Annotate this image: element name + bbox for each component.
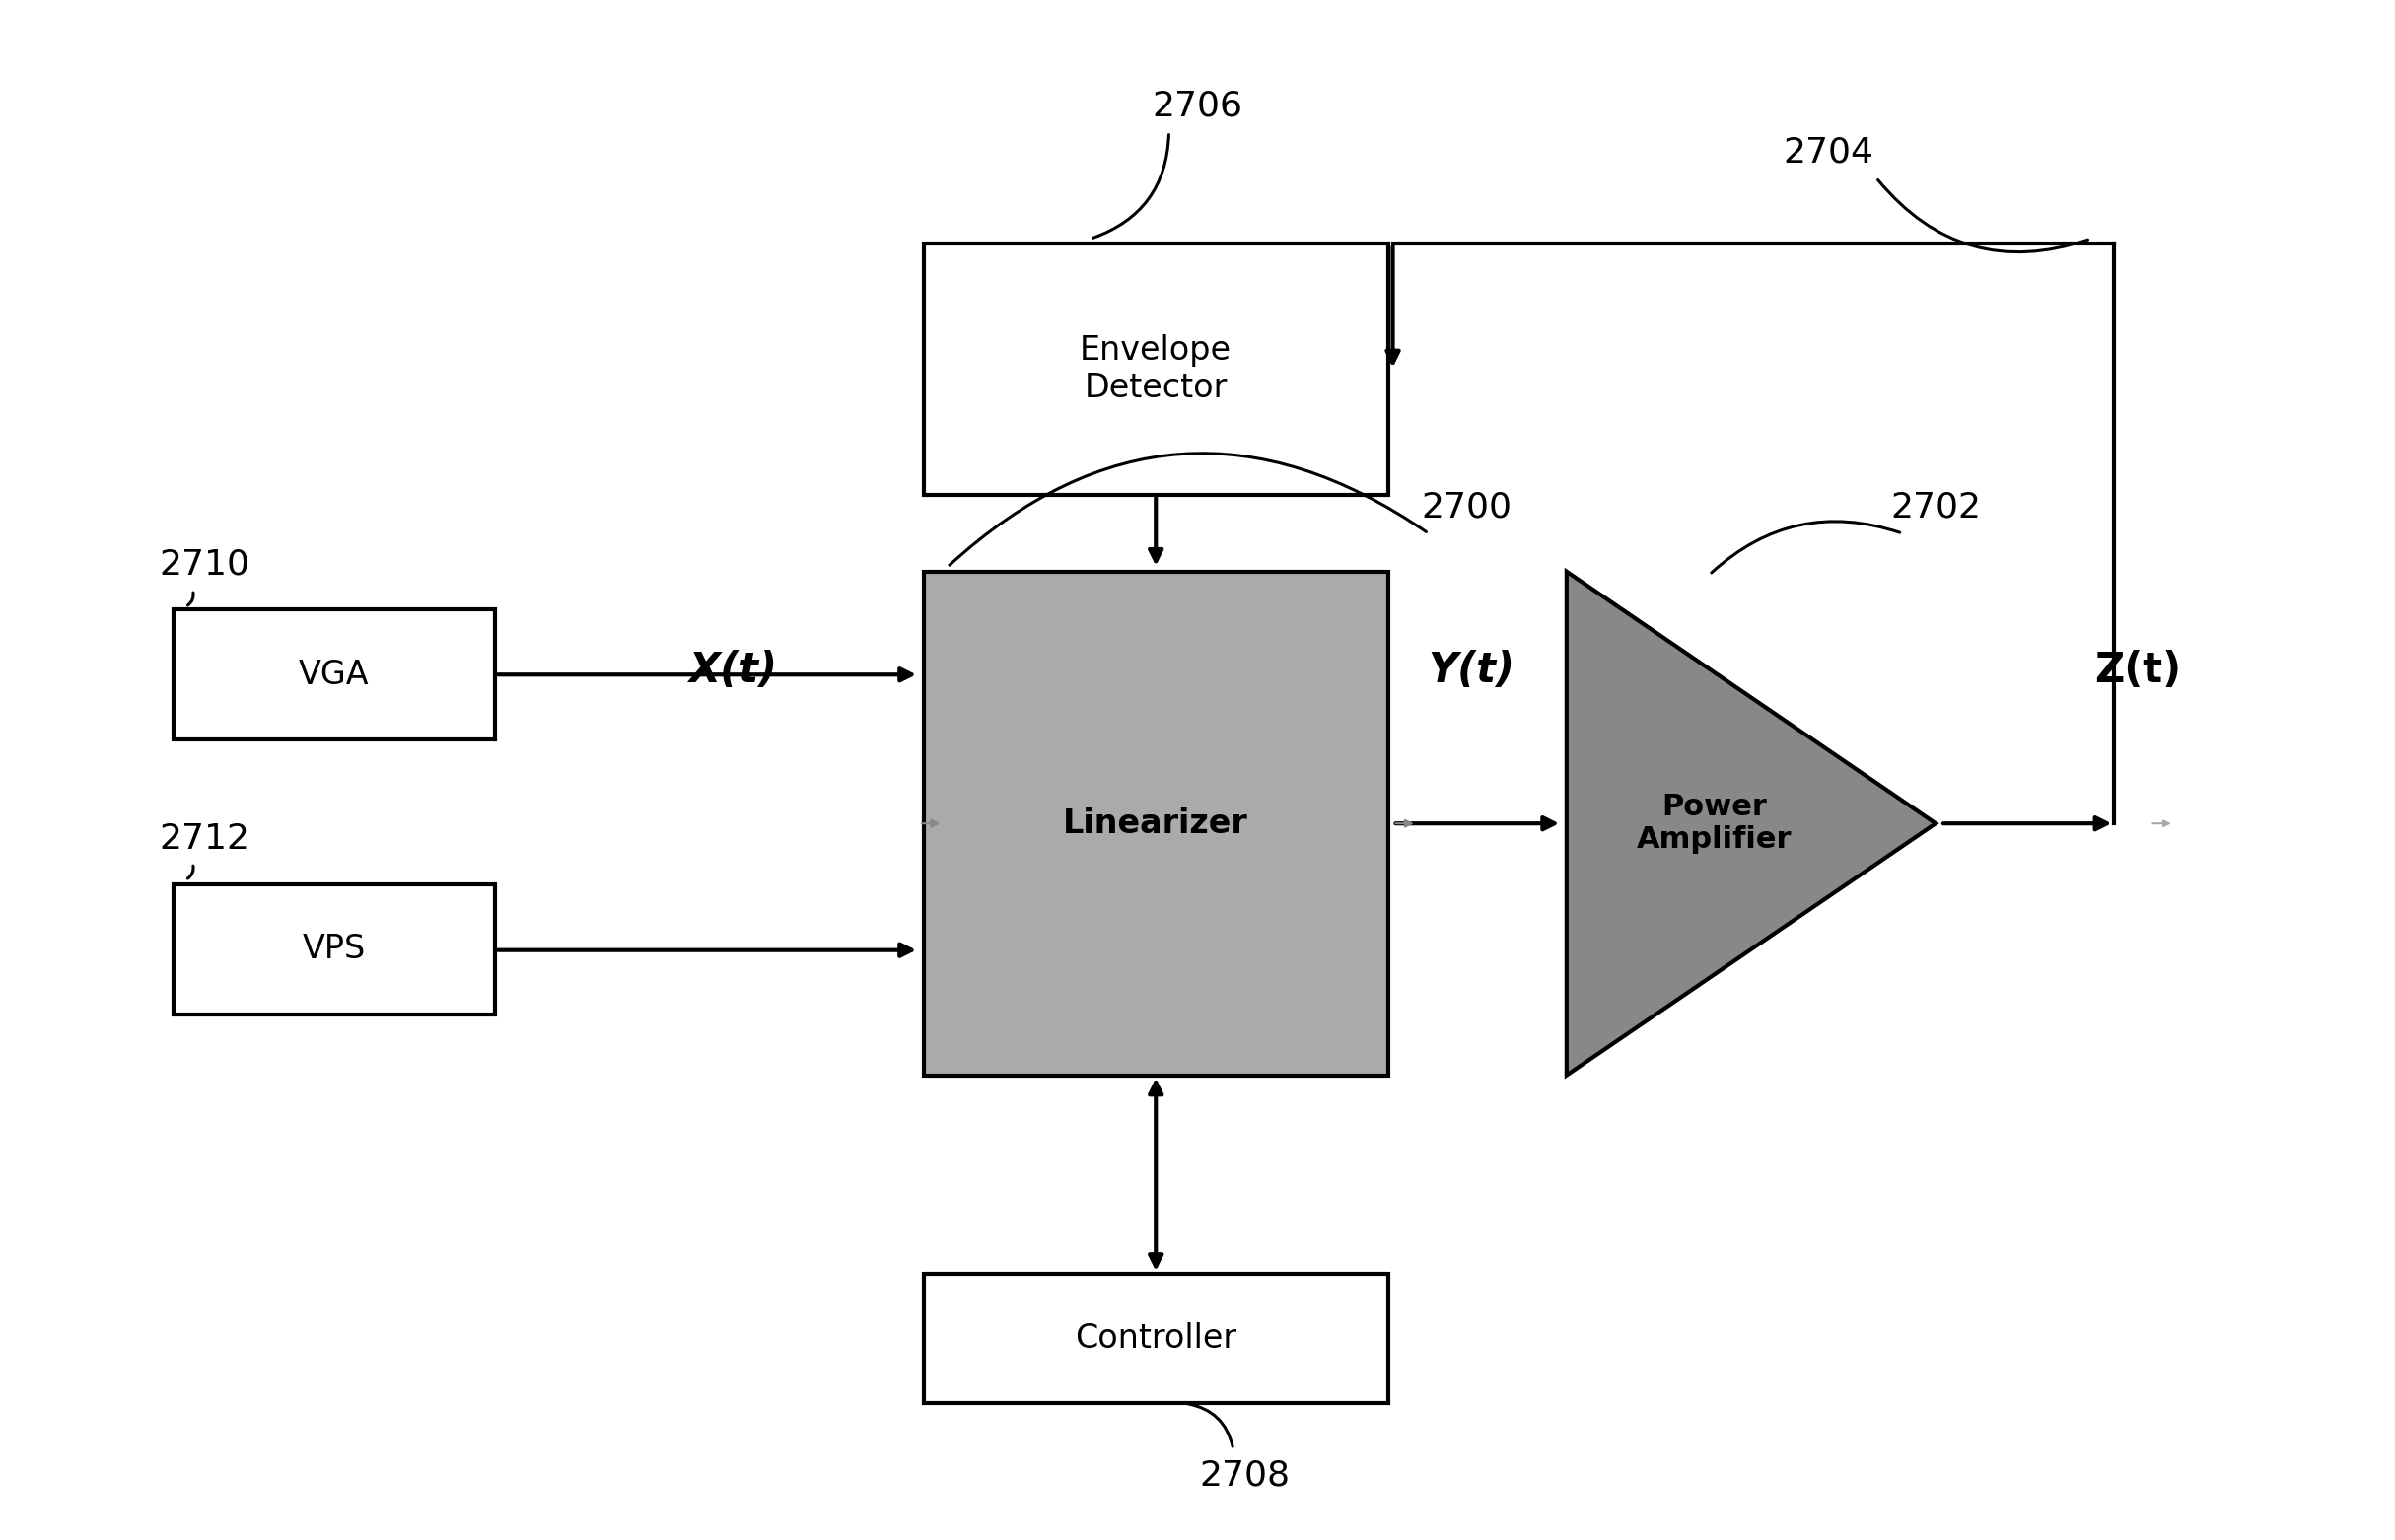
Bar bbox=[924, 571, 1389, 1075]
Bar bbox=[924, 243, 1389, 496]
Text: Controller: Controller bbox=[1075, 1323, 1236, 1355]
Bar bbox=[172, 884, 496, 1015]
Text: VGA: VGA bbox=[299, 658, 369, 691]
Text: 2710: 2710 bbox=[158, 547, 249, 581]
Text: Linearizer: Linearizer bbox=[1063, 807, 1248, 839]
Text: Y(t): Y(t) bbox=[1427, 650, 1514, 691]
Text: 2708: 2708 bbox=[1200, 1458, 1291, 1492]
Text: X(t): X(t) bbox=[690, 650, 778, 691]
Bar bbox=[172, 610, 496, 739]
Bar bbox=[924, 1274, 1389, 1403]
Text: 2700: 2700 bbox=[1420, 491, 1511, 524]
Text: Envelope
Detector: Envelope Detector bbox=[1080, 334, 1231, 405]
Text: Z(t): Z(t) bbox=[2096, 650, 2182, 691]
Text: 2706: 2706 bbox=[1152, 89, 1243, 123]
Text: 2702: 2702 bbox=[1890, 491, 1981, 524]
Text: 2712: 2712 bbox=[158, 822, 249, 855]
Polygon shape bbox=[1566, 571, 1935, 1075]
Text: 2704: 2704 bbox=[1784, 136, 1873, 168]
Text: VPS: VPS bbox=[302, 933, 366, 966]
Text: Power
Amplifier: Power Amplifier bbox=[1636, 793, 1791, 855]
